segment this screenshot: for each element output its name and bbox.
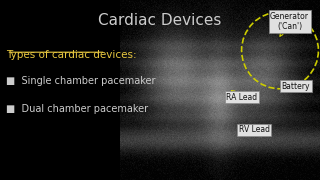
Text: Types of cardiac devices:: Types of cardiac devices: — [6, 50, 137, 60]
Text: ■  Single chamber pacemaker: ■ Single chamber pacemaker — [6, 76, 156, 86]
Text: Battery: Battery — [282, 82, 310, 91]
Bar — [120, 0, 320, 180]
Text: Cardiac Devices: Cardiac Devices — [98, 13, 222, 28]
Text: RA Lead: RA Lead — [226, 91, 257, 102]
Text: RV Lead: RV Lead — [239, 125, 270, 134]
Text: Generator
('Can'): Generator ('Can') — [270, 12, 309, 36]
Text: ■  Dual chamber pacemaker: ■ Dual chamber pacemaker — [6, 104, 148, 114]
